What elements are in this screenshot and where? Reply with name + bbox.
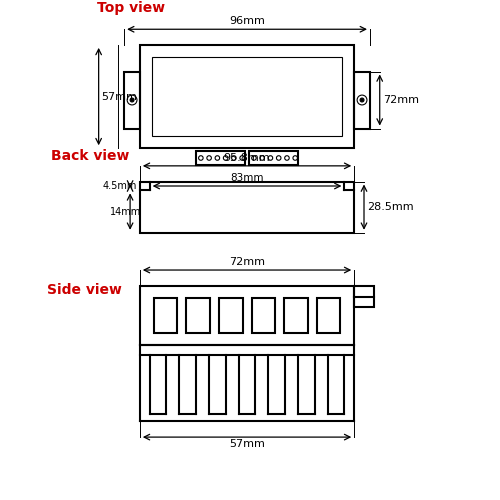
Text: 83mm: 83mm <box>230 173 264 183</box>
Bar <box>154 298 178 333</box>
Text: 57mm: 57mm <box>102 92 138 102</box>
Bar <box>317 298 340 333</box>
Text: 4.5mm: 4.5mm <box>102 181 137 191</box>
Text: 57mm: 57mm <box>229 439 265 449</box>
Text: 96mm: 96mm <box>229 16 265 26</box>
Bar <box>140 182 354 232</box>
Bar <box>219 298 242 333</box>
Bar <box>140 286 354 344</box>
Bar <box>140 45 354 148</box>
Circle shape <box>130 98 134 102</box>
Bar <box>252 298 275 333</box>
Text: 95.8mm: 95.8mm <box>224 153 270 163</box>
Bar <box>284 298 308 333</box>
Text: Back view: Back view <box>52 149 130 163</box>
Bar <box>249 151 298 165</box>
Text: 72mm: 72mm <box>382 95 418 105</box>
Bar <box>196 151 245 165</box>
Text: 28.5mm: 28.5mm <box>367 202 414 212</box>
Bar <box>186 298 210 333</box>
Text: 14mm: 14mm <box>110 206 142 216</box>
Text: Top view: Top view <box>96 2 165 16</box>
Bar <box>124 72 140 128</box>
Bar <box>354 286 374 308</box>
Text: Side view: Side view <box>46 282 122 296</box>
Bar <box>152 57 342 136</box>
Text: 72mm: 72mm <box>229 257 265 267</box>
Bar <box>354 72 370 128</box>
Circle shape <box>360 98 364 102</box>
